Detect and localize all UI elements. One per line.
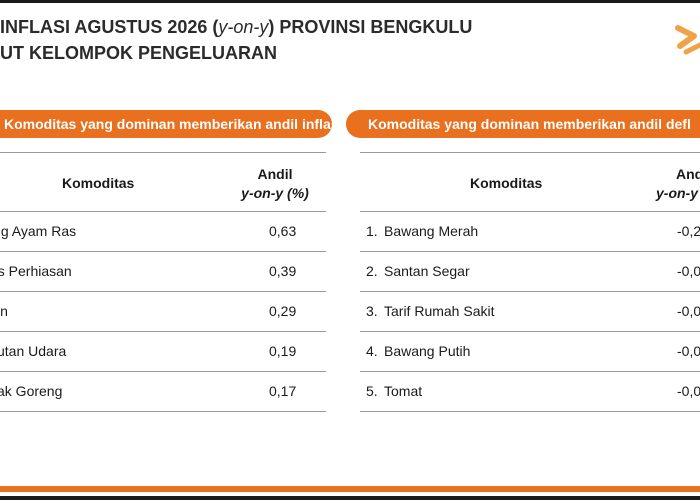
- andil-value: 0,29: [269, 303, 297, 319]
- top-border: [0, 0, 700, 3]
- commodity-name: Tarif Rumah Sakit: [384, 303, 495, 319]
- table-row: 5. Tomat -0,0: [360, 372, 700, 412]
- commodity-name: as Perhiasan: [0, 263, 72, 279]
- table-row: 1. Bawang Merah -0,2: [360, 212, 700, 252]
- andil-value: -0,0: [677, 343, 700, 359]
- title-line-2: UT KELOMPOK PENGELUARAN: [0, 43, 278, 63]
- andil-value: 0,17: [269, 383, 297, 399]
- commodity-name: Bawang Putih: [384, 343, 471, 359]
- andil-value: 0,63: [269, 223, 297, 239]
- andil-value: -0,0: [677, 263, 700, 279]
- commodity-name: ing Ayam Ras: [0, 223, 77, 239]
- table-row: sin 0,29: [0, 292, 326, 332]
- deflation-banner: Komoditas yang dominan memberikan andil …: [346, 110, 700, 138]
- bottom-accent-bar: [0, 486, 700, 492]
- inflation-banner: Komoditas yang dominan memberikan andil …: [0, 110, 332, 138]
- column-header-commodity: Komoditas: [470, 175, 543, 191]
- deflation-table-header: Komoditas And y-on-y: [360, 152, 700, 212]
- commodity-name: kutan Udara: [0, 343, 67, 359]
- column-header-andil: Andil y-on-y (%): [241, 166, 309, 201]
- inflation-table-header: Komoditas Andil y-on-y (%): [0, 152, 326, 212]
- andil-value: -0,0: [677, 303, 700, 319]
- commodity-name: Santan Segar: [384, 263, 470, 279]
- table-row: kutan Udara 0,19: [0, 332, 326, 372]
- andil-value: -0,0: [677, 383, 700, 399]
- row-number: 3.: [366, 303, 378, 319]
- table-row: ing Ayam Ras 0,63: [0, 212, 326, 252]
- commodity-name: sin: [0, 303, 8, 319]
- commodity-name: yak Goreng: [0, 383, 63, 399]
- andil-value: 0,39: [269, 263, 297, 279]
- andil-value: 0,19: [269, 343, 297, 359]
- row-number: 1.: [366, 223, 378, 239]
- table-row: 2. Santan Segar -0,0: [360, 252, 700, 292]
- column-header-andil: And y-on-y: [656, 166, 700, 201]
- table-row: as Perhiasan 0,39: [0, 252, 326, 292]
- title-line-1: INFLASI AGUSTUS 2026 (y-on-y) PROVINSI B…: [0, 17, 473, 37]
- table-row: 3. Tarif Rumah Sakit -0,0: [360, 292, 700, 332]
- andil-value: -0,2: [677, 223, 700, 239]
- deflation-table: Komoditas And y-on-y 1. Bawang Merah -0,2…: [360, 152, 700, 412]
- row-number: 2.: [366, 263, 378, 279]
- bps-logo-icon: [675, 25, 700, 55]
- table-row: 4. Bawang Putih -0,0: [360, 332, 700, 372]
- commodity-name: Bawang Merah: [384, 223, 479, 239]
- commodity-name: Tomat: [384, 383, 423, 399]
- row-number: 4.: [366, 343, 378, 359]
- table-row: yak Goreng 0,17: [0, 372, 326, 412]
- row-number: 5.: [366, 383, 378, 399]
- column-header-commodity: Komoditas: [62, 175, 135, 191]
- page-title: INFLASI AGUSTUS 2026 (y-on-y) PROVINSI B…: [0, 14, 472, 66]
- bottom-border: [0, 496, 700, 500]
